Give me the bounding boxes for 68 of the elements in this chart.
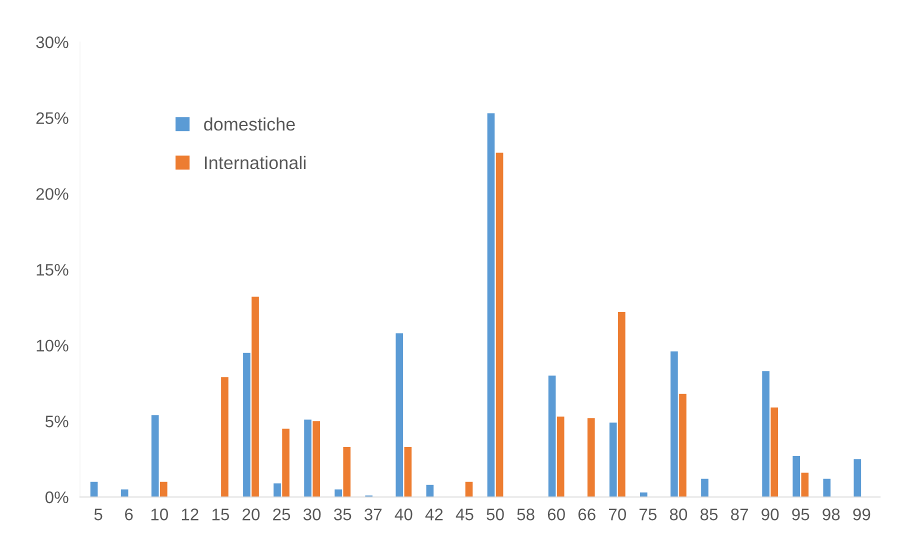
bar xyxy=(640,492,648,497)
bar xyxy=(343,446,351,497)
bar xyxy=(587,418,595,497)
x-tick-label: 35 xyxy=(334,508,352,520)
x-tick-label: 85 xyxy=(700,508,718,520)
bar xyxy=(396,333,404,497)
bar xyxy=(404,446,412,497)
bar xyxy=(670,351,678,497)
x-tick-label: 66 xyxy=(578,508,596,520)
x-tick-label: 12 xyxy=(182,508,198,520)
bar xyxy=(221,377,228,497)
x-tick-label: 58 xyxy=(517,508,534,520)
bar xyxy=(90,482,98,497)
x-tick-label: 75 xyxy=(640,508,657,520)
x-tick-label: 30 xyxy=(303,508,321,520)
y-tick-label: 10% xyxy=(36,340,68,352)
bar xyxy=(487,113,495,497)
x-tick-label: 80 xyxy=(670,508,688,520)
x-tick-label: 40 xyxy=(394,508,412,520)
x-tick-label: 10 xyxy=(151,508,168,520)
bar xyxy=(618,312,626,497)
bar xyxy=(312,421,320,497)
y-tick-label: 30% xyxy=(36,36,68,48)
x-tick-label: 90 xyxy=(762,508,779,520)
x-tick-label: 6 xyxy=(125,508,133,520)
bar xyxy=(151,415,159,497)
y-tick-label: 25% xyxy=(36,112,68,124)
bar xyxy=(334,489,342,497)
bar xyxy=(801,472,809,497)
bar xyxy=(243,352,250,497)
bar xyxy=(274,483,281,497)
y-tick-label: 15% xyxy=(36,264,68,276)
x-tick-label: 99 xyxy=(853,508,870,520)
bar xyxy=(465,482,473,497)
y-tick-label: 20% xyxy=(36,188,68,200)
x-tick-label: 60 xyxy=(548,508,565,520)
x-tick-label: 37 xyxy=(364,508,382,520)
x-tick-label: 5 xyxy=(94,508,102,520)
bar xyxy=(496,152,504,497)
bar xyxy=(762,371,770,497)
x-tick-label: 42 xyxy=(425,508,443,520)
x-tick-label: 25 xyxy=(273,508,290,520)
bar xyxy=(548,376,556,497)
bar xyxy=(854,459,862,497)
bar xyxy=(823,478,831,497)
x-tick-label: 45 xyxy=(456,508,474,520)
bar xyxy=(609,422,617,497)
bar xyxy=(426,484,434,497)
x-tick-label: 70 xyxy=(608,508,626,520)
bar xyxy=(770,408,778,497)
legend-label: domestiche xyxy=(204,117,295,131)
bar xyxy=(556,416,564,497)
x-tick-label: 20 xyxy=(242,508,260,520)
bar xyxy=(282,428,290,497)
x-tick-label: 87 xyxy=(731,508,748,520)
x-tick-label: 15 xyxy=(212,508,230,520)
legend-label: Internationali xyxy=(205,156,306,170)
y-tick-label: 5% xyxy=(45,416,68,428)
x-tick-label: 98 xyxy=(822,508,840,520)
x-tick-label: 95 xyxy=(792,508,810,520)
bar xyxy=(792,456,800,497)
bar xyxy=(160,482,168,497)
y-tick-label: 0% xyxy=(45,491,68,504)
x-tick-label: 50 xyxy=(486,508,504,520)
bar xyxy=(701,478,708,497)
bar xyxy=(679,394,686,497)
bar xyxy=(304,420,312,497)
bar xyxy=(252,296,259,497)
